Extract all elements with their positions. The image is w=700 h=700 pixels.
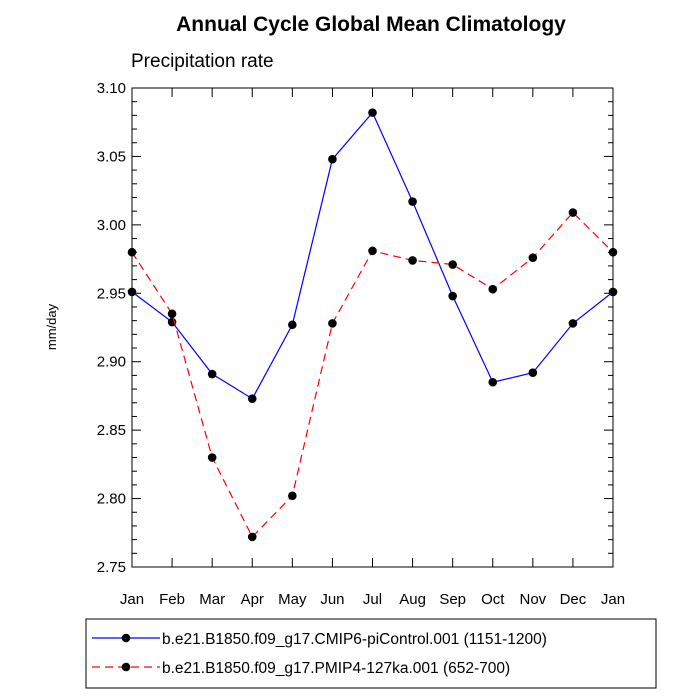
series-layer (127, 108, 618, 542)
series-line-1 (131, 111, 614, 400)
series-2-point (127, 247, 137, 257)
series-1-point (448, 291, 457, 301)
series-2-point (328, 319, 337, 328)
x-tick-label: Sep (439, 591, 466, 608)
y-tick-label: 2.75 (97, 559, 126, 576)
legend: b.e21.B1850.f09_g17.CMIP6-piControl.001 … (85, 618, 657, 689)
y-tick-label: 3.10 (97, 80, 126, 97)
x-tick-label: Dec (560, 591, 587, 608)
x-tick-label: Nov (519, 591, 546, 608)
series-1-point (328, 154, 337, 164)
x-axis: Jan Feb Mar Apr May Jun Jul Aug Sep Oct Nov Dec Jan (120, 88, 625, 608)
series-2-point (207, 453, 217, 462)
y-tick-label: 2.95 (97, 285, 126, 302)
x-tick-label: Aug (399, 591, 426, 608)
y-tick-label: 3.05 (97, 148, 126, 165)
x-tick-label: Feb (159, 591, 185, 608)
legend-label-1: b.e21.B1850.f09_g17.CMIP6-piControl.001 … (162, 631, 547, 648)
series-1-point (368, 108, 377, 117)
series-2-point (408, 256, 417, 265)
series-2-point (608, 247, 618, 257)
legend-box (85, 618, 657, 689)
chart-title: Annual Cycle Global Mean Climatology (176, 13, 566, 36)
series-1-point (247, 394, 257, 403)
series-2-point (448, 260, 457, 269)
y-tick-label: 2.80 (97, 491, 126, 508)
x-tick-label: Mar (199, 591, 225, 608)
series-2-point (247, 532, 257, 542)
x-tick-label: Oct (481, 591, 505, 608)
series-2-point (167, 309, 177, 319)
series-1-point (568, 319, 578, 328)
series-1-point (127, 287, 137, 297)
x-tick-label: Apr (241, 591, 264, 608)
series-1-point (408, 197, 417, 206)
series-2-point (568, 208, 578, 217)
series-line-2 (131, 211, 614, 538)
y-tick-label: 2.85 (97, 422, 126, 439)
series-1-point (207, 369, 217, 379)
x-tick-label: Jun (320, 591, 344, 608)
series-2-point (368, 246, 377, 256)
x-tick-label: Jan (601, 591, 625, 608)
chart-subtitle: Precipitation rate (131, 51, 274, 72)
x-tick-label: Jan (120, 591, 144, 608)
series-1-point (288, 320, 297, 330)
y-axis-label: mm/day (44, 303, 59, 350)
legend-label-2: b.e21.B1850.f09_g17.PMIP4-127ka.001 (652… (162, 660, 510, 677)
plot-frame (131, 87, 614, 568)
series-2-point (488, 284, 498, 294)
legend-marker-1 (121, 633, 131, 643)
x-tick-label: May (278, 591, 307, 608)
series-1-point (488, 377, 498, 387)
series-1-point (608, 287, 618, 297)
series-2-point (288, 491, 297, 501)
legend-marker-2 (121, 662, 131, 672)
series-2-point (528, 253, 538, 263)
y-tick-label: 3.00 (97, 217, 126, 234)
x-tick-label: Jul (363, 591, 382, 608)
series-1-point (528, 368, 538, 377)
y-axis: 2.75 2.80 2.85 2.90 2.95 3.00 3.05 3.10 (97, 80, 613, 576)
y-tick-label: 2.90 (97, 354, 126, 371)
